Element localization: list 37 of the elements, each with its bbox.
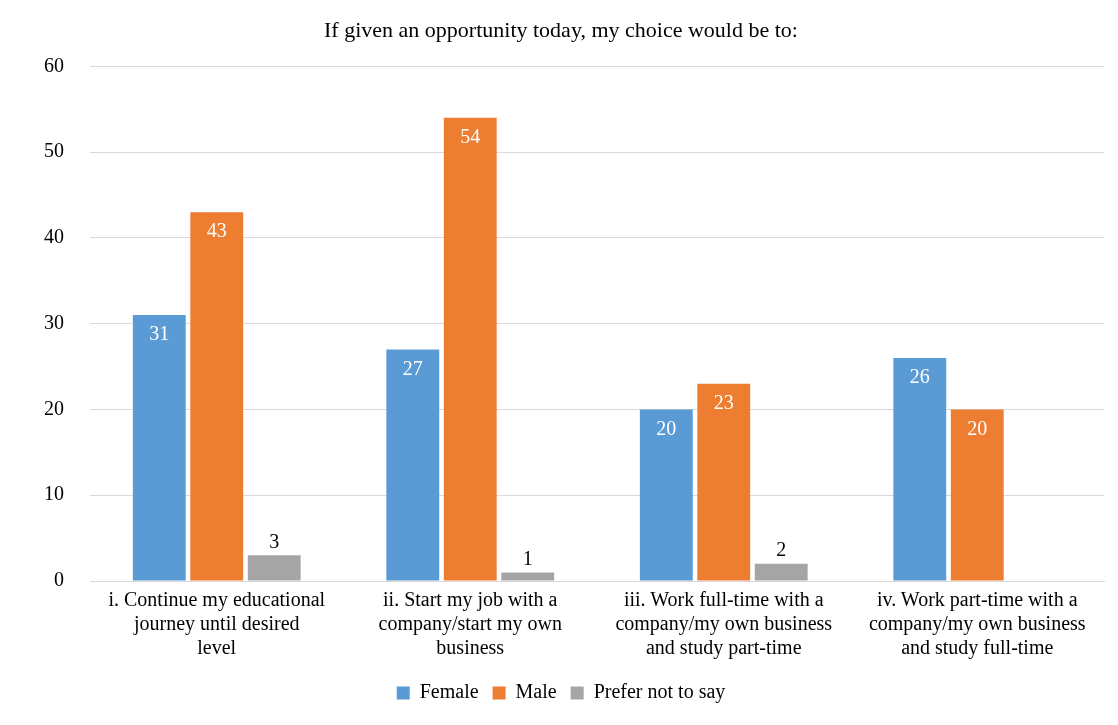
data-label: 27: [402, 356, 423, 379]
bar: [501, 572, 555, 581]
legend-label: Female: [419, 680, 479, 703]
x-tick-label: i. Continue my educational journey until desired level: [108, 588, 326, 659]
bar: [190, 212, 244, 581]
bar: [132, 315, 186, 581]
y-tick-label: 10: [44, 482, 64, 505]
data-label: 2: [776, 538, 787, 561]
y-tick-label: 20: [44, 396, 64, 419]
y-tick-label: 0: [54, 568, 64, 591]
y-tick-label: 30: [44, 310, 64, 333]
chart-title: If given an opportunity today, my choice would be to:: [324, 16, 798, 42]
data-label: 54: [460, 125, 481, 148]
bar: [950, 409, 1004, 581]
legend-label: Male: [515, 680, 557, 703]
data-label: 26: [909, 365, 930, 388]
y-tick-label: 60: [44, 53, 64, 76]
data-label: 23: [713, 390, 734, 413]
bar: [893, 358, 947, 581]
x-tick-label: iii. Work full-time with a company/my own business and study part-time: [615, 588, 833, 660]
bar: [639, 409, 693, 581]
data-label: 20: [656, 416, 677, 439]
y-tick-label: 40: [44, 225, 64, 248]
bar: [386, 349, 440, 581]
bar: [247, 555, 301, 581]
y-tick-label: 50: [44, 139, 64, 162]
data-label: 1: [522, 546, 533, 569]
bar: [697, 383, 751, 581]
data-label: 3: [269, 529, 280, 552]
x-tick-label: ii. Start my job with a company/start my own business: [378, 588, 562, 659]
legend-label: Prefer not to say: [593, 680, 726, 704]
x-tick-label: iv. Work part-time with a company/my own business and study full-time: [868, 588, 1086, 660]
data-label: 20: [967, 416, 988, 439]
bar: [754, 563, 808, 581]
bar: [443, 117, 497, 581]
data-label: 43: [206, 219, 227, 242]
data-label: 31: [149, 322, 170, 345]
